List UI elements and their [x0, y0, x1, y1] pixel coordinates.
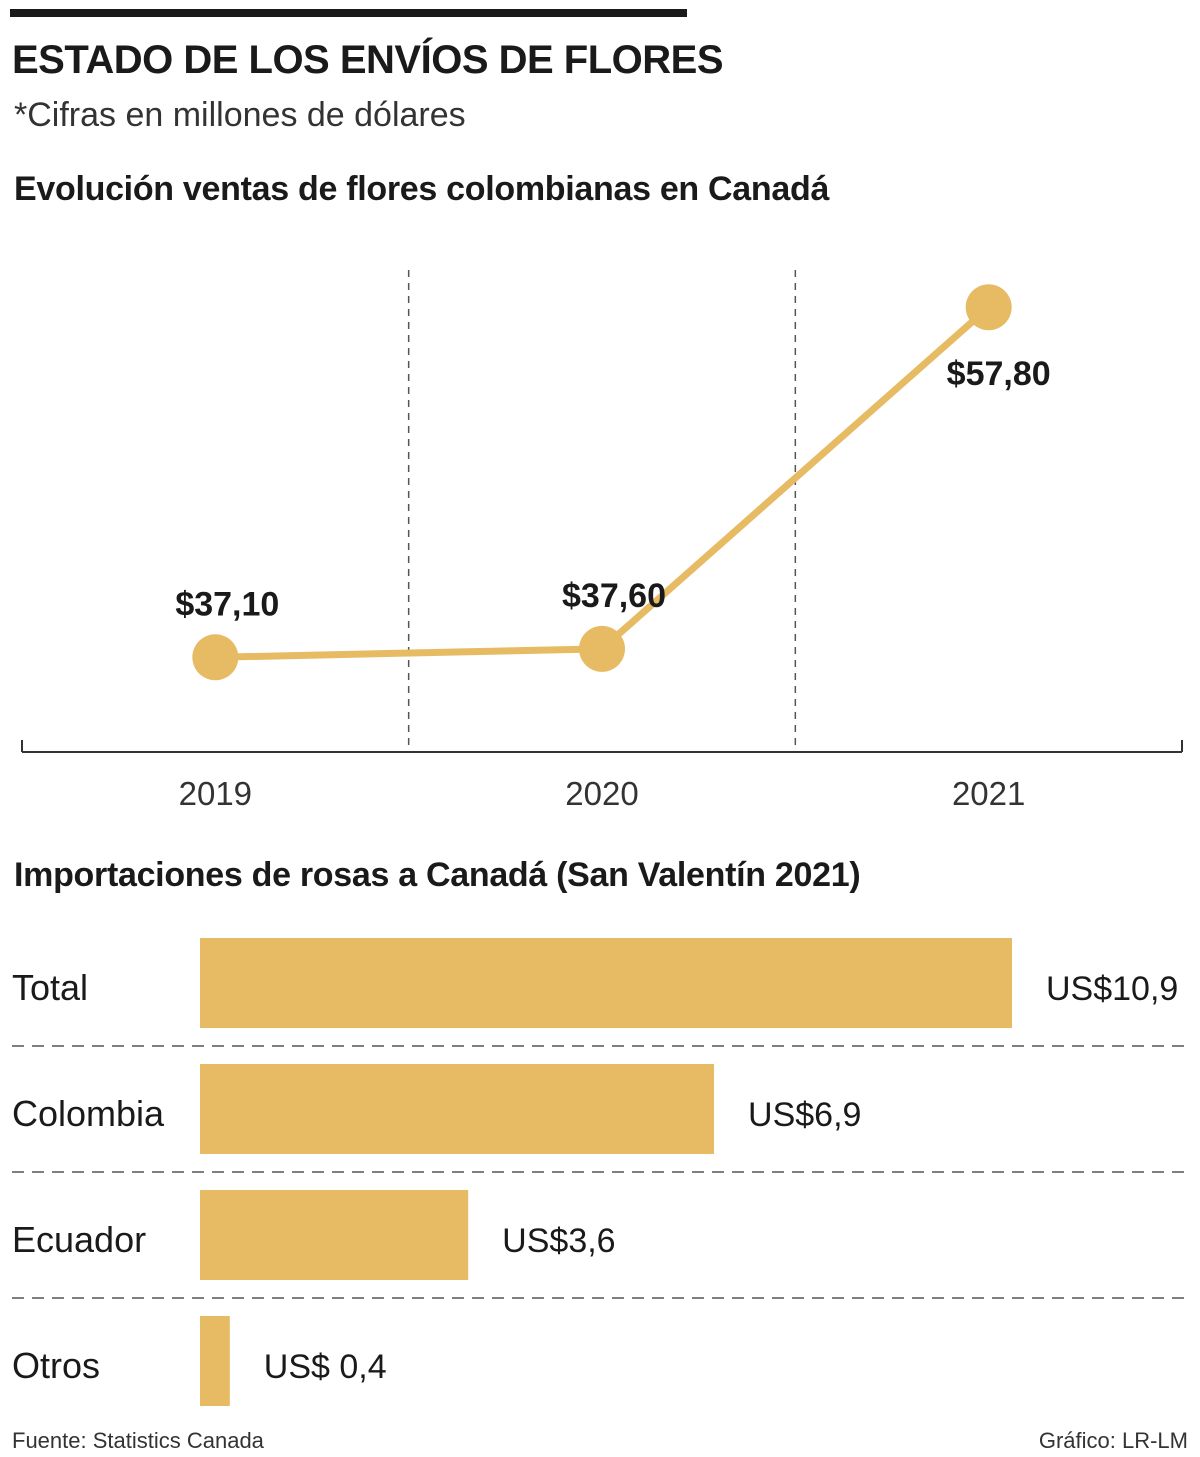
bar-value-label-otros: US$ 0,4: [264, 1348, 387, 1386]
bar-total: [200, 938, 1012, 1028]
line-x-tick-2019: 2019: [179, 775, 252, 812]
line-value-label-2020: $37,60: [562, 577, 666, 615]
line-value-label-2019: $37,10: [175, 585, 279, 623]
bar-value-label-total: US$10,9: [1046, 970, 1178, 1008]
bar-category-ecuador: Ecuador: [12, 1219, 146, 1260]
bar-value-label-colombia: US$6,9: [748, 1096, 861, 1134]
line-point-2019: [192, 634, 239, 681]
bar-category-colombia: Colombia: [12, 1093, 165, 1134]
line-value-label-2021: $57,80: [947, 355, 1051, 393]
bar-colombia: [200, 1064, 715, 1154]
line-point-2020: [579, 625, 625, 672]
line-point-2021: [965, 284, 1012, 331]
page-title: ESTADO DE LOS ENVÍOS DE FLORES: [12, 38, 724, 82]
line-x-tick-2020: 2020: [565, 775, 638, 812]
bar-chart-title: Importaciones de rosas a Canadá (San Val…: [14, 856, 861, 894]
source-note: Fuente: Statistics Canada: [12, 1428, 264, 1453]
bar-category-total: Total: [12, 967, 88, 1008]
bar-ecuador: [200, 1190, 469, 1280]
line-chart-title: Evolución ventas de flores colombianas e…: [14, 170, 830, 208]
bar-value-label-ecuador: US$3,6: [502, 1222, 615, 1260]
credit-note: Gráfico: LR-LM: [1038, 1428, 1188, 1453]
line-x-tick-2021: 2021: [952, 775, 1025, 812]
page-subtitle: *Cifras en millones de dólares: [14, 96, 466, 134]
top-rule: [10, 9, 687, 17]
bar-otros: [200, 1316, 230, 1406]
bar-category-otros: Otros: [12, 1345, 100, 1386]
